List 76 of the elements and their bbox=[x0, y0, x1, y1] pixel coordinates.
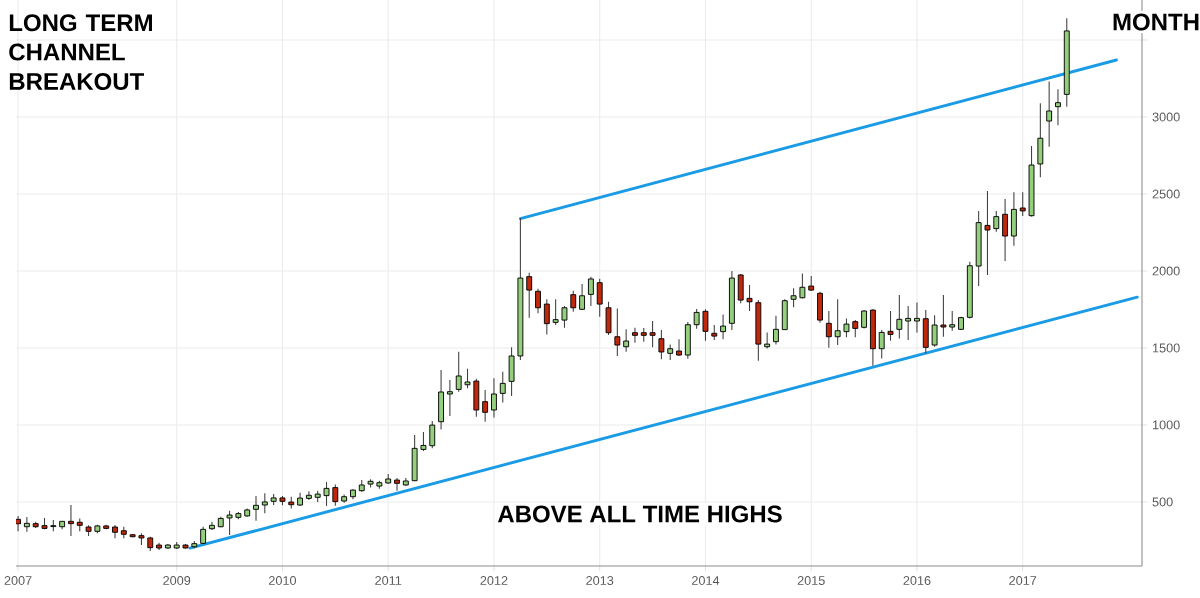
candlestick bbox=[940, 294, 947, 338]
candlestick bbox=[429, 420, 436, 449]
candlestick bbox=[1055, 88, 1061, 126]
candlestick bbox=[394, 477, 400, 492]
y-tick-label: 1500 bbox=[1153, 343, 1180, 353]
candlestick bbox=[993, 210, 1000, 233]
x-tick-label: 2007 bbox=[4, 576, 32, 585]
candlestick bbox=[420, 431, 427, 452]
y-tick-label: 3000 bbox=[1152, 112, 1180, 122]
candlestick bbox=[649, 320, 656, 348]
candlestick bbox=[579, 283, 586, 311]
candlestick bbox=[261, 492, 268, 514]
candlestick bbox=[746, 284, 753, 312]
candlestick bbox=[587, 276, 594, 307]
candlestick bbox=[878, 329, 885, 359]
candlestick bbox=[491, 377, 497, 418]
candlestick bbox=[323, 481, 330, 507]
candlestick bbox=[332, 483, 339, 507]
x-tick-label: 2010 bbox=[268, 576, 297, 585]
candlestick bbox=[570, 290, 577, 313]
candlestick bbox=[226, 510, 233, 536]
candlestick bbox=[790, 287, 797, 308]
candlestick bbox=[482, 389, 489, 423]
candlestick bbox=[834, 298, 841, 346]
candlestick bbox=[1046, 81, 1053, 148]
candlestick bbox=[632, 327, 638, 344]
x-tick-label: 2014 bbox=[692, 576, 720, 585]
candlestick bbox=[773, 315, 779, 345]
x-tick-label: 2015 bbox=[797, 576, 825, 585]
candlestick bbox=[843, 317, 850, 338]
candlestick bbox=[658, 329, 665, 360]
candlestick bbox=[1002, 198, 1009, 262]
text: LONG TERM CHANNEL BREAKOUT bbox=[9, 14, 152, 90]
candlestick bbox=[561, 305, 568, 329]
candlestick bbox=[905, 305, 912, 341]
candlestick bbox=[543, 298, 550, 335]
x-tick-label: 2012 bbox=[480, 576, 508, 585]
candlestick bbox=[499, 371, 506, 404]
candlestick bbox=[552, 298, 559, 326]
candlestick bbox=[984, 190, 991, 276]
candlestick bbox=[931, 314, 938, 348]
candlestick bbox=[693, 308, 700, 330]
x-tick-label: 2016 bbox=[903, 576, 931, 585]
candlestick bbox=[596, 278, 603, 318]
candlestick bbox=[455, 351, 462, 393]
candlestick bbox=[623, 328, 630, 353]
candlestick bbox=[720, 313, 727, 340]
candlestick bbox=[253, 495, 259, 522]
candlestick bbox=[764, 331, 771, 349]
candlestick bbox=[446, 379, 453, 417]
candlestick bbox=[914, 301, 920, 333]
candlestick bbox=[68, 504, 74, 537]
x-tick-label: 2009 bbox=[163, 576, 191, 585]
x-tick-label: 2011 bbox=[375, 576, 402, 585]
candlestick bbox=[1019, 191, 1026, 217]
candlestick bbox=[887, 310, 894, 342]
y-tick-label: 1000 bbox=[1153, 420, 1180, 430]
candlestick bbox=[799, 272, 806, 299]
candlestick bbox=[526, 272, 533, 319]
candlestick bbox=[535, 288, 541, 314]
candlestick bbox=[825, 310, 832, 349]
candlestick bbox=[23, 516, 30, 533]
annotation: ABOVE ALL TIME HIGHS bbox=[497, 505, 782, 523]
candlestick bbox=[676, 338, 682, 357]
x-tick-label: 2013 bbox=[586, 576, 614, 585]
x-tick-label: 2017 bbox=[1009, 576, 1037, 585]
candlestick bbox=[949, 310, 956, 332]
candlestick bbox=[464, 368, 471, 389]
candlestick bbox=[305, 490, 312, 501]
y-tick-label: 2500 bbox=[1152, 189, 1180, 199]
annotation: MONTH bbox=[1113, 13, 1199, 31]
candlestick bbox=[702, 308, 709, 342]
candlestick bbox=[614, 307, 621, 357]
candlestick bbox=[896, 294, 903, 339]
y-tick-label: 500 bbox=[1152, 497, 1173, 507]
y-tick-label: 2000 bbox=[1152, 266, 1180, 276]
